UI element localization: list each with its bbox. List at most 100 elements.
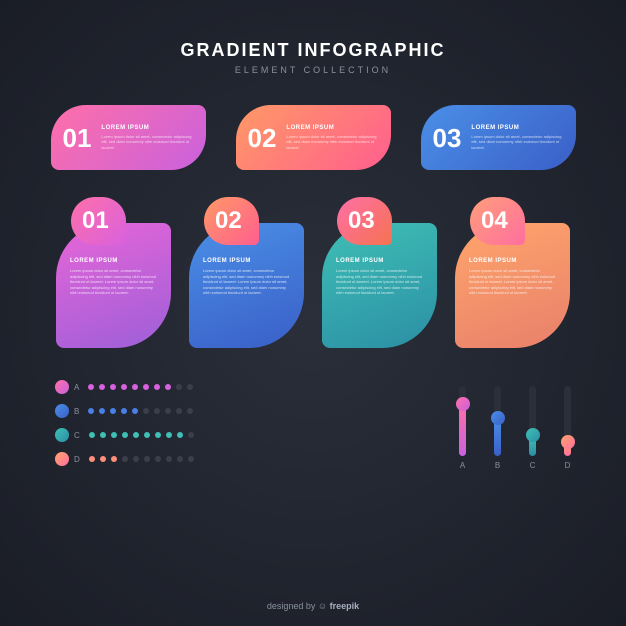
leaf-1: 01 LOREM IPSUM Lorem ipsum dolor sit ame… — [56, 205, 171, 350]
pill-3: 03 LOREM IPSUM Lorem ipsum dolor sit ame… — [421, 105, 576, 170]
bar-C: C — [529, 386, 536, 470]
bar-knob-icon — [561, 435, 575, 449]
bar-label: C — [530, 461, 536, 470]
pill-title: LOREM IPSUM — [286, 125, 378, 131]
pill-2: 02 LOREM IPSUM Lorem ipsum dolor sit ame… — [236, 105, 391, 170]
dot-row-D: D — [55, 452, 419, 466]
header: GRADIENT INFOGRAPHIC ELEMENT COLLECTION — [45, 40, 581, 75]
leaf-number: 01 — [82, 207, 109, 235]
leaf-4: 04 LOREM IPSUM Lorem ipsum dolor sit ame… — [455, 205, 570, 350]
dot-label: A — [74, 383, 79, 392]
dot — [132, 384, 138, 390]
leaf-row: 01 LOREM IPSUM Lorem ipsum dolor sit ame… — [45, 205, 581, 350]
dot — [143, 408, 149, 414]
pill-body: Lorem ipsum dolor sit amet, consectetur … — [286, 134, 378, 150]
bar-B: B — [494, 386, 501, 470]
bar-knob-icon — [491, 411, 505, 425]
dot — [111, 432, 117, 438]
leaf-number: 03 — [348, 207, 375, 235]
leaf-2: 02 LOREM IPSUM Lorem ipsum dolor sit ame… — [189, 205, 304, 350]
pill-title: LOREM IPSUM — [101, 125, 193, 131]
pill-body: Lorem ipsum dolor sit amet, consectetur … — [101, 134, 193, 150]
bar-track — [564, 386, 571, 456]
dot — [122, 432, 128, 438]
dot — [188, 456, 194, 462]
dot-row-C: C — [55, 428, 419, 442]
dot — [144, 456, 150, 462]
leaf-text: Lorem ipsum dolor sit amet, consectetur … — [336, 268, 423, 296]
dot — [166, 432, 172, 438]
dot — [121, 384, 127, 390]
leaf-number: 02 — [215, 207, 242, 235]
footer-brand: freepik — [330, 601, 360, 611]
dot — [165, 408, 171, 414]
dot — [111, 456, 117, 462]
pill-1: 01 LOREM IPSUM Lorem ipsum dolor sit ame… — [51, 105, 206, 170]
leaf-title: LOREM IPSUM — [336, 258, 423, 264]
bar-track — [459, 386, 466, 456]
dot-marker-icon — [55, 452, 69, 466]
pill-number: 01 — [63, 125, 92, 151]
dot — [154, 408, 160, 414]
dot — [177, 432, 183, 438]
bar-A: A — [459, 386, 466, 470]
dot — [177, 456, 183, 462]
bar-knob-icon — [456, 397, 470, 411]
leaf-text: Lorem ipsum dolor sit amet, consectetur … — [469, 268, 556, 296]
dot — [132, 408, 138, 414]
dot — [133, 432, 139, 438]
bar-label: B — [495, 461, 500, 470]
dot-row-B: B — [55, 404, 419, 418]
dot-row-A: A — [55, 380, 419, 394]
dot — [188, 432, 194, 438]
leaf-title: LOREM IPSUM — [203, 258, 290, 264]
bar-track — [529, 386, 536, 456]
dot — [143, 384, 149, 390]
dot-label: C — [74, 431, 80, 440]
dot-marker-icon — [55, 380, 69, 394]
dot-marker-icon — [55, 428, 69, 442]
dot — [121, 408, 127, 414]
bar-chart: A B C D — [459, 380, 571, 470]
dot — [88, 408, 94, 414]
bottom-section: A B C D A B C D — [45, 380, 581, 476]
subtitle: ELEMENT COLLECTION — [45, 65, 581, 75]
dot — [88, 384, 94, 390]
footer: designed by ☺ freepik — [0, 601, 626, 611]
bar-D: D — [564, 386, 571, 470]
dot — [133, 456, 139, 462]
dot — [100, 432, 106, 438]
bar-label: A — [460, 461, 465, 470]
dot — [155, 432, 161, 438]
pill-title: LOREM IPSUM — [471, 125, 563, 131]
bar-knob-icon — [526, 428, 540, 442]
dot-label: D — [74, 455, 80, 464]
main-title: GRADIENT INFOGRAPHIC — [45, 40, 581, 61]
pill-row: 01 LOREM IPSUM Lorem ipsum dolor sit ame… — [45, 105, 581, 170]
dot-marker-icon — [55, 404, 69, 418]
dot — [155, 456, 161, 462]
dot — [89, 432, 95, 438]
pill-number: 03 — [433, 125, 462, 151]
dot — [99, 384, 105, 390]
dot — [165, 384, 171, 390]
dot — [100, 456, 106, 462]
leaf-3: 03 LOREM IPSUM Lorem ipsum dolor sit ame… — [322, 205, 437, 350]
dot — [122, 456, 128, 462]
leaf-text: Lorem ipsum dolor sit amet, consectetur … — [70, 268, 157, 296]
dot — [99, 408, 105, 414]
dot — [154, 384, 160, 390]
bar-track — [494, 386, 501, 456]
dot — [187, 384, 193, 390]
leaf-text: Lorem ipsum dolor sit amet, consectetur … — [203, 268, 290, 296]
dot-label: B — [74, 407, 79, 416]
dot — [166, 456, 172, 462]
pill-number: 02 — [248, 125, 277, 151]
leaf-title: LOREM IPSUM — [469, 258, 556, 264]
dot — [187, 408, 193, 414]
leaf-title: LOREM IPSUM — [70, 258, 157, 264]
dot — [110, 384, 116, 390]
dot — [89, 456, 95, 462]
pill-body: Lorem ipsum dolor sit amet, consectetur … — [471, 134, 563, 150]
footer-prefix: designed by — [267, 601, 316, 611]
